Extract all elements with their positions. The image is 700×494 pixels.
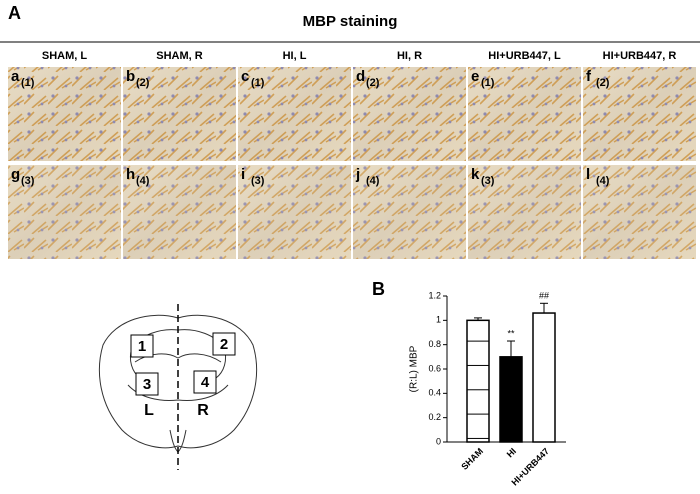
column-header: HI+URB447, L [488,50,561,62]
y-tick-label: 1.2 [428,290,441,300]
region-label: 4 [201,374,210,391]
tile-letter: j [355,166,360,183]
micrograph-texture [238,165,351,259]
x-tick-label: SHAM [459,446,485,472]
y-axis-label: (R:L) MBP [409,345,420,392]
column-header: SHAM, L [42,50,88,62]
micrograph-texture [583,165,696,259]
region-label: 2 [220,336,228,353]
tile-letter: e [471,68,479,85]
tile-region: (4) [366,175,380,187]
column-header: SHAM, R [156,50,203,62]
x-tick-label: HI [505,446,518,459]
y-tick-label: 0.6 [428,363,441,373]
y-tick-label: 0 [436,436,441,446]
micrograph-texture [468,165,581,259]
micrograph-texture [583,67,696,161]
tile-region: (2) [136,77,150,89]
tile-region: (3) [21,175,35,187]
y-tick-label: 0.8 [428,339,441,349]
tile-region: (2) [366,77,380,89]
significance-label: ## [539,291,549,301]
side-label: L [144,402,154,419]
tile-region: (4) [136,175,150,187]
bar-chart: B(R:L) MBP00.20.40.60.811.2SHAM**HI##HI+… [372,279,566,488]
tile-letter: g [11,166,20,183]
tile-region: (1) [251,77,265,89]
significance-label: ** [507,328,515,338]
tile-letter: c [241,68,249,85]
region-label: 3 [143,376,151,393]
tile-letter: d [356,68,365,85]
micrograph-texture [468,67,581,161]
tile-region: (3) [481,175,495,187]
column-header: HI, L [283,50,307,62]
brain-diagram [98,304,258,470]
micrograph-texture [8,67,121,161]
tile-letter: i [241,166,245,183]
bar [532,312,556,443]
micrograph-texture [123,165,236,259]
micrograph-texture [8,165,121,259]
y-tick-label: 0.4 [428,388,441,398]
tile-letter: f [586,68,592,85]
column-header: HI, R [397,50,422,62]
region-label: 1 [138,338,146,355]
panel-label: A [8,3,21,23]
panel-title: MBP staining [303,13,398,30]
tile-letter: a [11,68,20,85]
micrograph-texture [123,67,236,161]
micrograph-grid: SHAM, L SHAM, R HI, L HI, R HI+URB447, L HI+U… [8,50,696,259]
tile-letter: k [471,166,480,183]
tile-letter: h [126,166,135,183]
bar [466,319,490,443]
panel-label: B [372,279,385,299]
micrograph-texture [238,67,351,161]
tile-region: (3) [251,175,265,187]
y-tick-label: 1 [436,315,441,325]
tile-letter: b [126,68,135,85]
tile-region: (1) [481,77,495,89]
tile-region: (2) [596,77,610,89]
micrograph-texture [353,165,466,259]
tile-letter: l [586,166,590,183]
micrograph-texture [353,67,466,161]
tile-region: (4) [596,175,610,187]
bar [499,356,523,443]
y-tick-label: 0.2 [428,412,441,422]
tile-region: (1) [21,77,35,89]
column-header: HI+URB447, R [603,50,677,62]
side-label: R [197,402,209,419]
